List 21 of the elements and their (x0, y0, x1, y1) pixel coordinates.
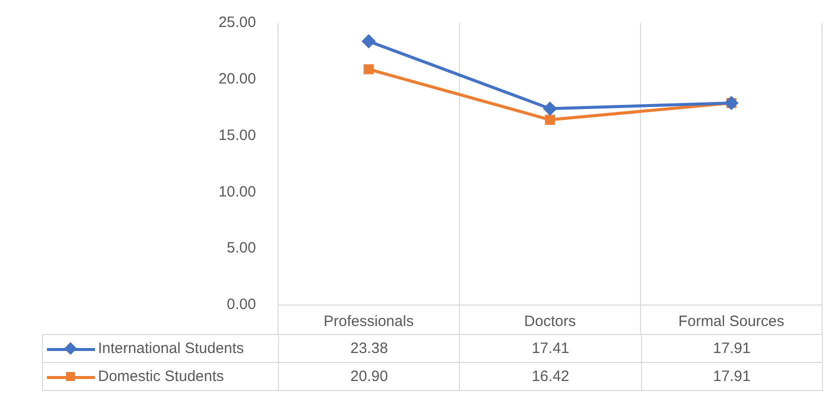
data-label: 20.90 (278, 362, 460, 391)
legend-label: International Students (98, 340, 244, 357)
x-tick-label: Formal Sources (678, 313, 784, 330)
x-tick-label: Professionals (324, 313, 414, 330)
y-tick-label: 25.00 (218, 14, 256, 32)
data-label: 17.91 (640, 334, 823, 363)
y-tick-label: 15.00 (218, 126, 256, 144)
data-label: 17.41 (459, 334, 642, 363)
point (544, 102, 556, 116)
point (364, 64, 374, 74)
y-tick-label: 20.00 (218, 70, 256, 88)
y-tick-label: 10.00 (218, 183, 256, 200)
point (362, 34, 376, 48)
data-label: 23.38 (278, 334, 460, 363)
point (544, 114, 556, 125)
data-label: 16.42 (459, 362, 642, 391)
data-label: 17.91 (640, 362, 823, 391)
y-tick-label: 0.00 (226, 296, 256, 314)
legend-label: Domestic Students (98, 368, 224, 385)
x-tick-label: Doctors (524, 313, 576, 330)
y-tick-label: 5.00 (226, 240, 256, 257)
